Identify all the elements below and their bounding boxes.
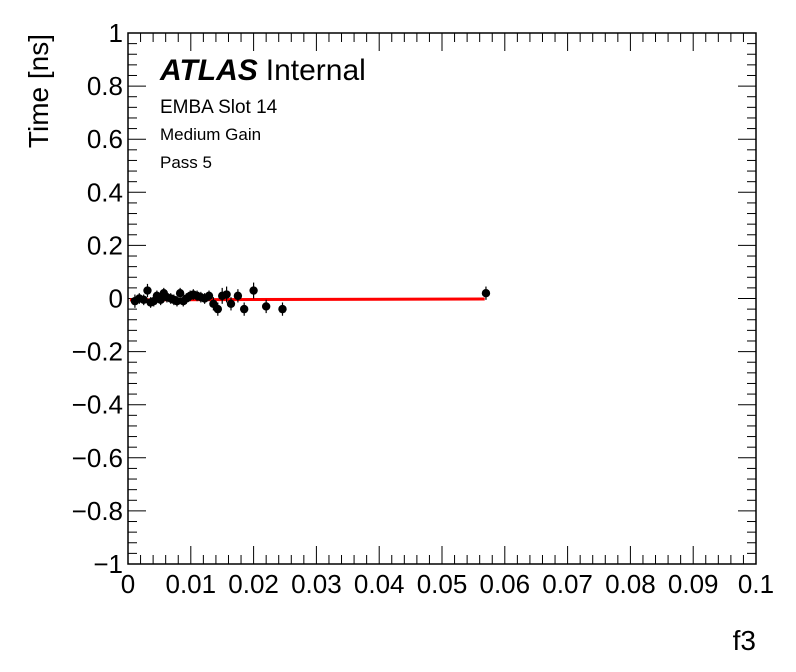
y-tick-label: −0.8 <box>72 496 123 526</box>
atlas-status: Internal <box>266 54 366 87</box>
data-point <box>226 299 236 309</box>
x-tick-label: 0.09 <box>668 569 719 599</box>
annotation-pass: Pass 5 <box>160 153 212 172</box>
data-point <box>175 288 185 298</box>
x-tick-label: 0 <box>121 569 135 599</box>
y-tick-label: 0.6 <box>87 124 123 154</box>
data-point <box>249 286 258 295</box>
data-point <box>481 288 491 298</box>
y-tick-label: 0.2 <box>87 230 123 260</box>
x-tick-label: 0.06 <box>479 569 530 599</box>
y-tick-label: 0 <box>109 284 123 314</box>
x-axis-title: f3 <box>733 625 756 656</box>
y-tick-label: −0.4 <box>72 390 123 420</box>
data-point <box>156 295 165 305</box>
x-tick-label: 0.02 <box>228 569 279 599</box>
data-point <box>143 286 152 295</box>
atlas-experiment: ATLAS <box>159 54 258 87</box>
x-tick-label: 0.07 <box>542 569 593 599</box>
data-point <box>233 291 243 301</box>
x-tick-label: 0.08 <box>605 569 656 599</box>
y-tick-label: −0.2 <box>72 337 123 367</box>
data-point <box>278 304 287 314</box>
y-tick-label: −1 <box>93 549 123 579</box>
x-tick-label: 0.03 <box>291 569 342 599</box>
y-tick-label: 0.8 <box>87 71 123 101</box>
data-point <box>261 302 271 311</box>
x-tick-label: 0.04 <box>354 569 405 599</box>
data-point <box>239 304 249 314</box>
y-tick-label: 0.4 <box>87 177 123 207</box>
y-tick-label: −0.6 <box>72 443 123 473</box>
y-axis-title: Time [ns] <box>23 34 54 148</box>
data-point <box>222 290 231 299</box>
data-point <box>172 296 182 306</box>
data-point <box>139 295 148 305</box>
axis-ticks <box>127 32 757 565</box>
data-point <box>213 304 223 314</box>
annotation-gain: Medium Gain <box>160 125 261 144</box>
annotation-slot: EMBA Slot 14 <box>160 97 278 118</box>
x-tick-label: 0.05 <box>417 569 468 599</box>
x-tick-label: 0.1 <box>738 569 774 599</box>
y-tick-label: 1 <box>109 18 123 48</box>
data-point <box>204 291 214 301</box>
x-tick-label: 0.01 <box>165 569 216 599</box>
atlas-label: ATLAS Internal <box>159 54 366 87</box>
